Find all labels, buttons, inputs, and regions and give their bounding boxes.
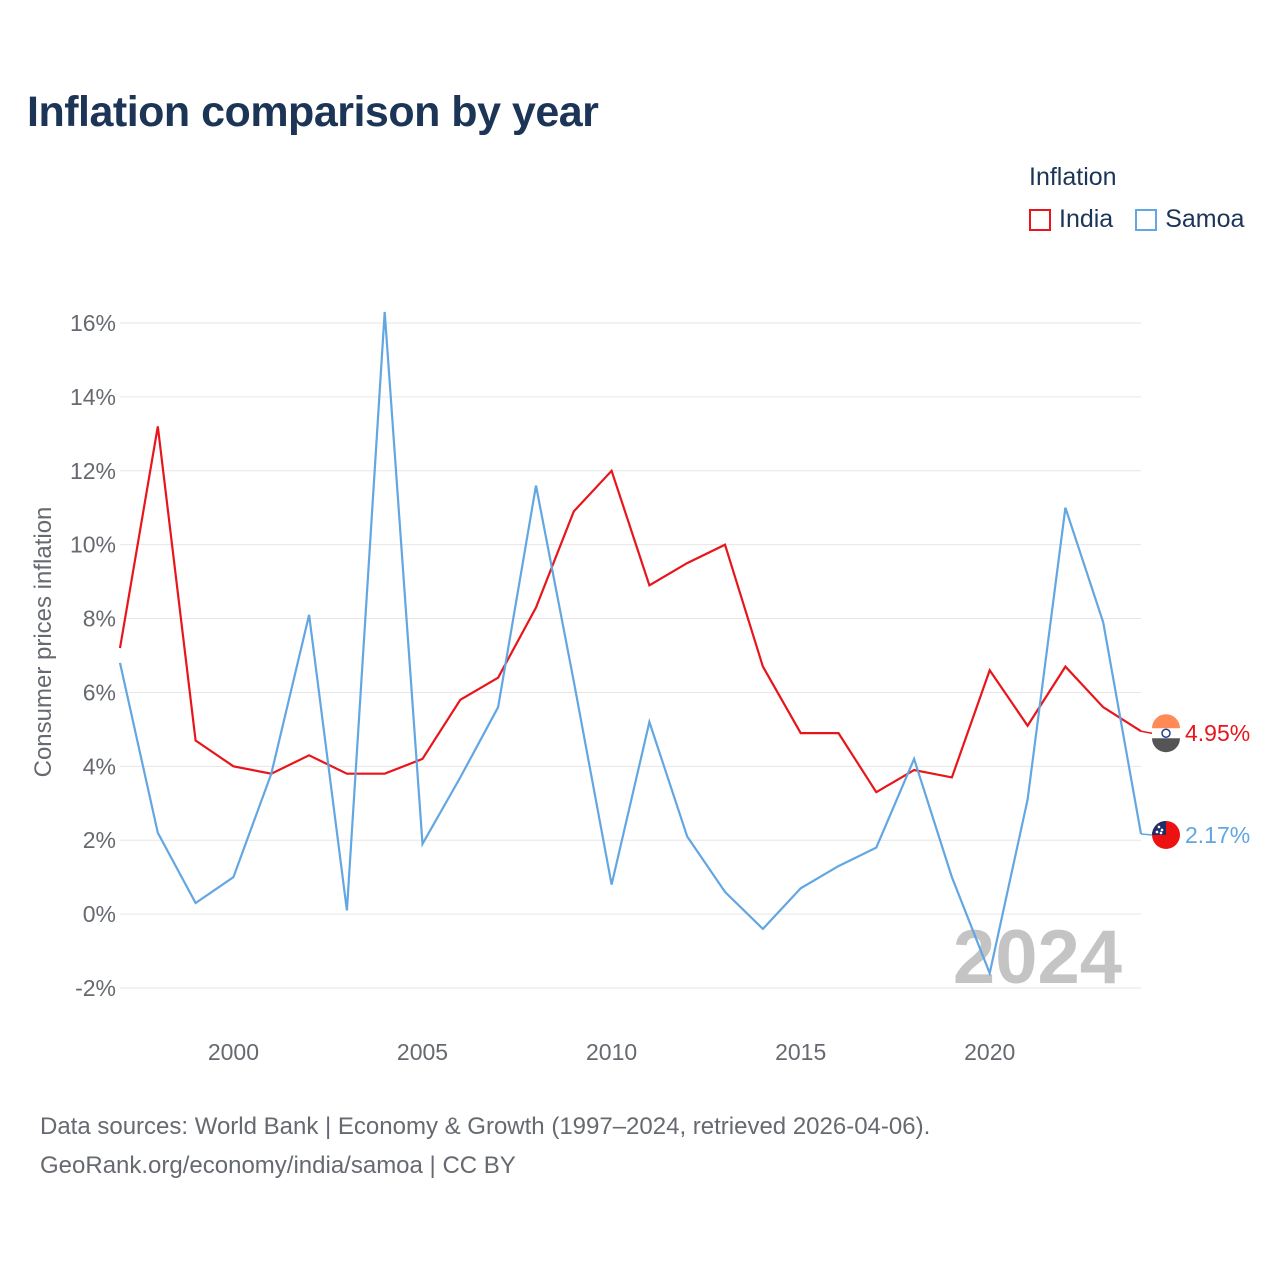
source-note: Data sources: World Bank | Economy & Gro…: [40, 1113, 931, 1140]
x-tick-label: 2000: [208, 1039, 259, 1065]
y-tick-label: 6%: [83, 679, 116, 705]
y-tick-label: 0%: [83, 901, 116, 927]
series-line-india: [118, 426, 1142, 794]
india-flag-icon: [1152, 714, 1181, 753]
legend-item-india[interactable]: India: [1029, 205, 1113, 234]
y-tick-labels: -2% 0% 2% 4% 6% 8% 10% 12% 14% 16%: [70, 310, 116, 1001]
footer: Data sources: World Bank | Economy & Gro…: [40, 1107, 930, 1185]
y-tick-label: 14%: [70, 384, 116, 410]
flag-wheel: [1161, 728, 1171, 738]
legend-swatch-india: [1029, 208, 1051, 231]
legend-item-samoa[interactable]: Samoa: [1135, 205, 1244, 234]
y-axis-label: Consumer prices inflation: [30, 507, 57, 778]
legend: India Samoa: [1029, 205, 1244, 234]
series-layer: [118, 311, 1143, 977]
grid-layer: [120, 322, 1141, 989]
legend-title: Inflation: [1029, 163, 1117, 191]
flag-top-band: [1152, 714, 1181, 729]
legend-swatch-samoa: [1135, 208, 1158, 231]
x-tick-label: 2010: [586, 1039, 637, 1065]
flag-star: [1159, 831, 1163, 835]
flag-star: [1155, 830, 1159, 834]
end-value-label-india: 4.95%: [1185, 720, 1250, 746]
series-line-samoa: [118, 311, 1143, 977]
year-watermark: 2024: [953, 915, 1122, 1000]
x-tick-labels: 2000 2005 2010 2015 2020: [208, 1039, 1015, 1065]
y-tick-label: 16%: [70, 310, 116, 336]
legend-label-india: India: [1059, 205, 1114, 233]
y-tick-label: 8%: [83, 606, 116, 632]
chart-title: Inflation comparison by year: [27, 88, 599, 136]
leader-line: [1140, 833, 1153, 836]
x-tick-label: 2015: [775, 1039, 826, 1065]
x-tick-label: 2005: [397, 1039, 448, 1065]
y-tick-label: 12%: [70, 458, 116, 484]
y-tick-label: 10%: [70, 532, 116, 558]
x-tick-label: 2020: [964, 1039, 1015, 1065]
legend-label-samoa: Samoa: [1165, 205, 1245, 233]
end-value-label-samoa: 2.17%: [1185, 822, 1250, 848]
source-link[interactable]: GeoRank.org/economy/india/samoa | CC BY: [40, 1152, 516, 1179]
end-labels: 4.95% 2.17%: [1140, 714, 1250, 849]
leader-line: [1140, 730, 1153, 734]
flag-star: [1157, 825, 1161, 829]
y-tick-label: 2%: [83, 827, 116, 853]
flag-bottom-band: [1152, 738, 1181, 753]
y-tick-label: 4%: [83, 753, 116, 779]
flag-star: [1160, 828, 1164, 832]
line-chart: 2024 -2%0%2%4%6%8%10%12%14%16% 2000 2005 2…: [30, 310, 1250, 1065]
y-tick-label: -2%: [75, 975, 116, 1001]
samoa-flag-icon: [1152, 820, 1180, 849]
